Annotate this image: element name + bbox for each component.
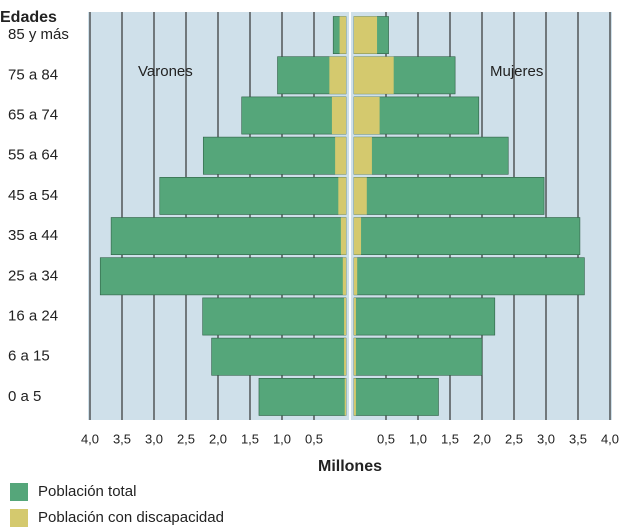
bar	[354, 257, 358, 295]
legend-label: Población con discapacidad	[38, 509, 224, 526]
bar	[354, 338, 356, 376]
y-tick-label: 16 a 24	[8, 307, 58, 324]
bar	[354, 16, 378, 54]
legend-swatch	[10, 483, 28, 501]
bar	[353, 217, 581, 256]
y-tick-label: 6 a 15	[8, 348, 50, 365]
bar	[354, 297, 356, 336]
bar	[342, 257, 346, 295]
y-axis-title: Edades	[0, 9, 57, 26]
bar	[338, 177, 346, 215]
bar	[353, 377, 439, 416]
bar	[354, 96, 380, 135]
bar	[241, 96, 347, 135]
bar	[202, 297, 347, 336]
x-tick-label: 2,0	[209, 431, 227, 446]
bar	[354, 56, 394, 94]
x-tick-label: 2,0	[473, 431, 491, 446]
y-tick-label: 35 a 44	[8, 227, 58, 244]
bar	[344, 378, 346, 416]
x-tick-label: 1,0	[273, 431, 291, 446]
bar	[344, 297, 346, 336]
bar	[354, 137, 372, 175]
bar	[353, 337, 483, 376]
bar	[354, 177, 367, 215]
bar	[353, 297, 496, 336]
bar	[331, 96, 346, 135]
bar	[159, 177, 347, 215]
x-tick-label: 3,5	[113, 431, 131, 446]
bar	[329, 56, 346, 94]
bar	[354, 378, 356, 416]
bars	[99, 16, 585, 416]
x-tick-label: 3,0	[145, 431, 163, 446]
bar	[354, 217, 362, 255]
x-tick-label: 3,0	[537, 431, 555, 446]
bar	[353, 177, 545, 215]
x-tick-label: 0,5	[377, 431, 395, 446]
x-tick-label: 1,5	[241, 431, 259, 446]
bar	[258, 377, 347, 416]
bar	[211, 337, 347, 376]
bar	[353, 136, 509, 175]
bar	[344, 338, 346, 376]
side-label: Varones	[138, 63, 193, 80]
legend-label: Población total	[38, 483, 136, 500]
y-tick-label: 45 a 54	[8, 187, 58, 204]
x-tick-label: 4,0	[601, 431, 619, 446]
bar	[110, 217, 347, 256]
bar	[335, 137, 346, 175]
legend-swatch	[10, 509, 28, 527]
side-label: Mujeres	[490, 63, 543, 80]
y-tick-label: 85 y más	[8, 26, 69, 43]
x-tick-label: 2,5	[505, 431, 523, 446]
x-tick-label: 0,5	[305, 431, 323, 446]
bar	[339, 16, 346, 54]
bar	[340, 217, 346, 255]
x-tick-label: 2,5	[177, 431, 195, 446]
x-tick-label: 3,5	[569, 431, 587, 446]
bar	[202, 136, 347, 175]
y-tick-label: 75 a 84	[8, 66, 58, 83]
bar	[353, 257, 585, 296]
x-tick-label: 1,0	[409, 431, 427, 446]
x-axis-title: Millones	[318, 458, 382, 475]
y-tick-label: 55 a 64	[8, 147, 58, 164]
x-tick-label: 4,0	[81, 431, 99, 446]
x-tick-label: 1,5	[441, 431, 459, 446]
bar	[99, 257, 347, 296]
y-tick-label: 65 a 74	[8, 106, 58, 123]
y-tick-label: 25 a 34	[8, 267, 58, 284]
y-tick-label: 0 a 5	[8, 388, 41, 405]
